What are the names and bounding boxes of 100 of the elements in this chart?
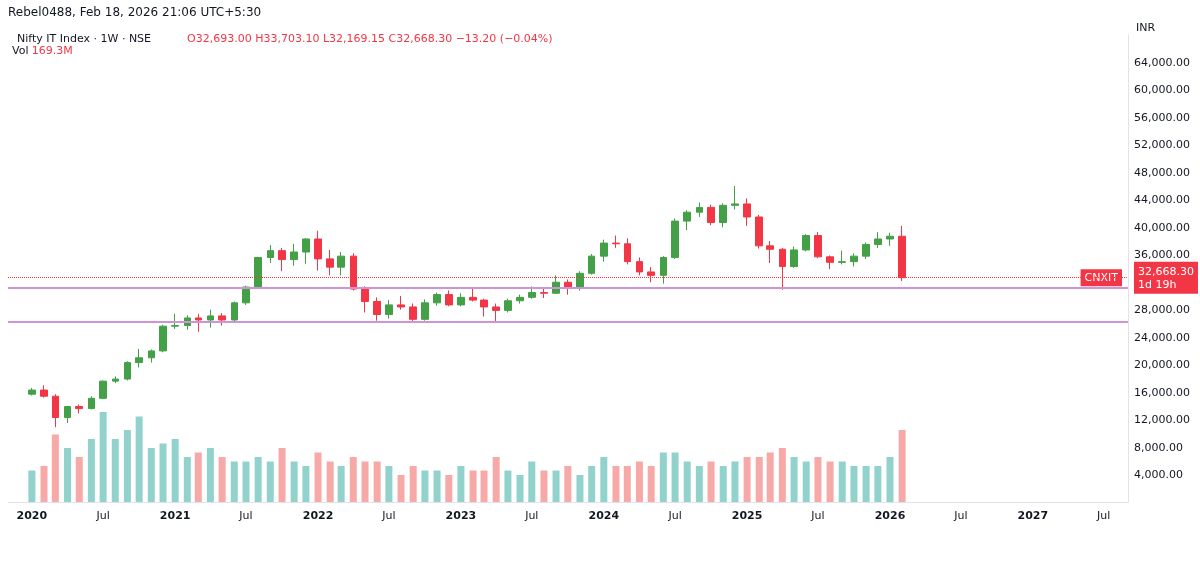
bar — [266, 461, 274, 502]
bar — [469, 470, 477, 502]
candlestick — [88, 395, 95, 410]
bar — [516, 475, 524, 502]
y-tick-label: 56,000.00 — [1134, 110, 1190, 124]
y-tick-label: 48,000.00 — [1134, 165, 1190, 179]
candlestick — [660, 255, 667, 285]
candlestick — [600, 239, 608, 263]
bar — [28, 470, 36, 502]
bar — [826, 461, 834, 502]
annotation: Vol 169.3M — [12, 43, 73, 57]
candlestick — [267, 244, 274, 264]
bar — [361, 461, 369, 502]
y-tick-label: 12,000.00 — [1134, 413, 1190, 427]
candlestick — [28, 387, 36, 397]
bar — [552, 470, 560, 502]
bar — [326, 461, 334, 502]
candlestick — [326, 249, 334, 276]
bar — [778, 448, 786, 502]
y-tick-label: 24,000.00 — [1134, 330, 1190, 344]
candlestick — [696, 202, 703, 218]
x-tick-label: Jul — [95, 509, 110, 522]
candlestick — [671, 217, 679, 260]
candlestick — [719, 202, 727, 228]
bar — [504, 470, 512, 502]
bar — [862, 466, 870, 502]
candlestick — [361, 285, 369, 313]
candlestick — [290, 243, 298, 267]
candlestick — [135, 348, 143, 368]
candlestick — [636, 257, 643, 276]
y-tick-label: 28,000.00 — [1134, 303, 1190, 317]
candlestick — [75, 403, 83, 414]
candlestick — [112, 375, 119, 384]
bar — [51, 434, 59, 502]
x-tick-label: 2025 — [731, 509, 763, 522]
x-tick-label: 2024 — [588, 509, 620, 522]
candlestick — [528, 285, 536, 300]
bar — [290, 461, 298, 502]
candlestick — [504, 298, 512, 313]
candlestick — [862, 241, 870, 260]
candlestick — [612, 235, 620, 249]
candlestick — [278, 247, 286, 272]
bar — [707, 461, 715, 502]
bar — [433, 470, 441, 502]
y-tick-label: 40,000.00 — [1134, 220, 1190, 234]
candlestick — [99, 379, 107, 400]
candlestick — [148, 349, 155, 364]
candlestick — [64, 405, 71, 424]
chart-subtitle: O32,693.00 H33,703.10 L32,169.15 C32,668.30 −13.20 (−0.04%) — [187, 32, 553, 45]
candlestick — [373, 296, 381, 322]
bar — [623, 466, 631, 502]
bar — [659, 452, 667, 502]
bar — [480, 470, 488, 502]
bar — [242, 461, 250, 502]
bar — [802, 461, 810, 502]
candlestick — [195, 313, 202, 333]
candlestick — [469, 287, 477, 302]
bar — [87, 439, 95, 502]
candlestick — [254, 256, 262, 289]
candlestick — [755, 214, 763, 250]
candlestick — [886, 232, 894, 247]
candlestick — [790, 246, 798, 269]
bar — [183, 457, 191, 502]
y-tick-label: 36,000.00 — [1134, 248, 1190, 262]
bar — [850, 466, 858, 502]
candlestick — [731, 185, 739, 210]
x-tick-label: Jul — [524, 509, 539, 522]
bar — [635, 461, 643, 502]
bar — [492, 457, 500, 502]
bar — [612, 466, 620, 502]
candlestick — [385, 299, 393, 320]
bar — [421, 470, 429, 502]
bar — [123, 430, 131, 502]
bar — [457, 466, 465, 502]
x-tick-label: 2022 — [302, 509, 334, 522]
bar — [111, 439, 119, 502]
candlestick — [624, 237, 631, 265]
y-tick-label: 52,000.00 — [1134, 138, 1190, 152]
bar — [64, 448, 71, 502]
bar — [40, 466, 48, 502]
candlestick — [421, 298, 429, 322]
x-tick-label: Jul — [238, 509, 253, 522]
bar — [409, 466, 417, 502]
bar — [695, 466, 703, 502]
bar — [671, 452, 679, 502]
candlestick — [492, 303, 500, 323]
candlestick — [159, 324, 167, 353]
bar — [302, 466, 310, 502]
candlestick — [231, 300, 238, 322]
candlestick — [814, 231, 822, 259]
x-tick-label: Jul — [667, 509, 682, 522]
candlestick — [874, 231, 882, 249]
bar — [349, 457, 357, 502]
bar — [647, 466, 655, 502]
bar — [719, 466, 727, 502]
bar — [898, 430, 906, 502]
bar — [194, 452, 202, 502]
bar — [576, 475, 584, 502]
bar — [206, 448, 214, 502]
bar — [314, 452, 322, 502]
